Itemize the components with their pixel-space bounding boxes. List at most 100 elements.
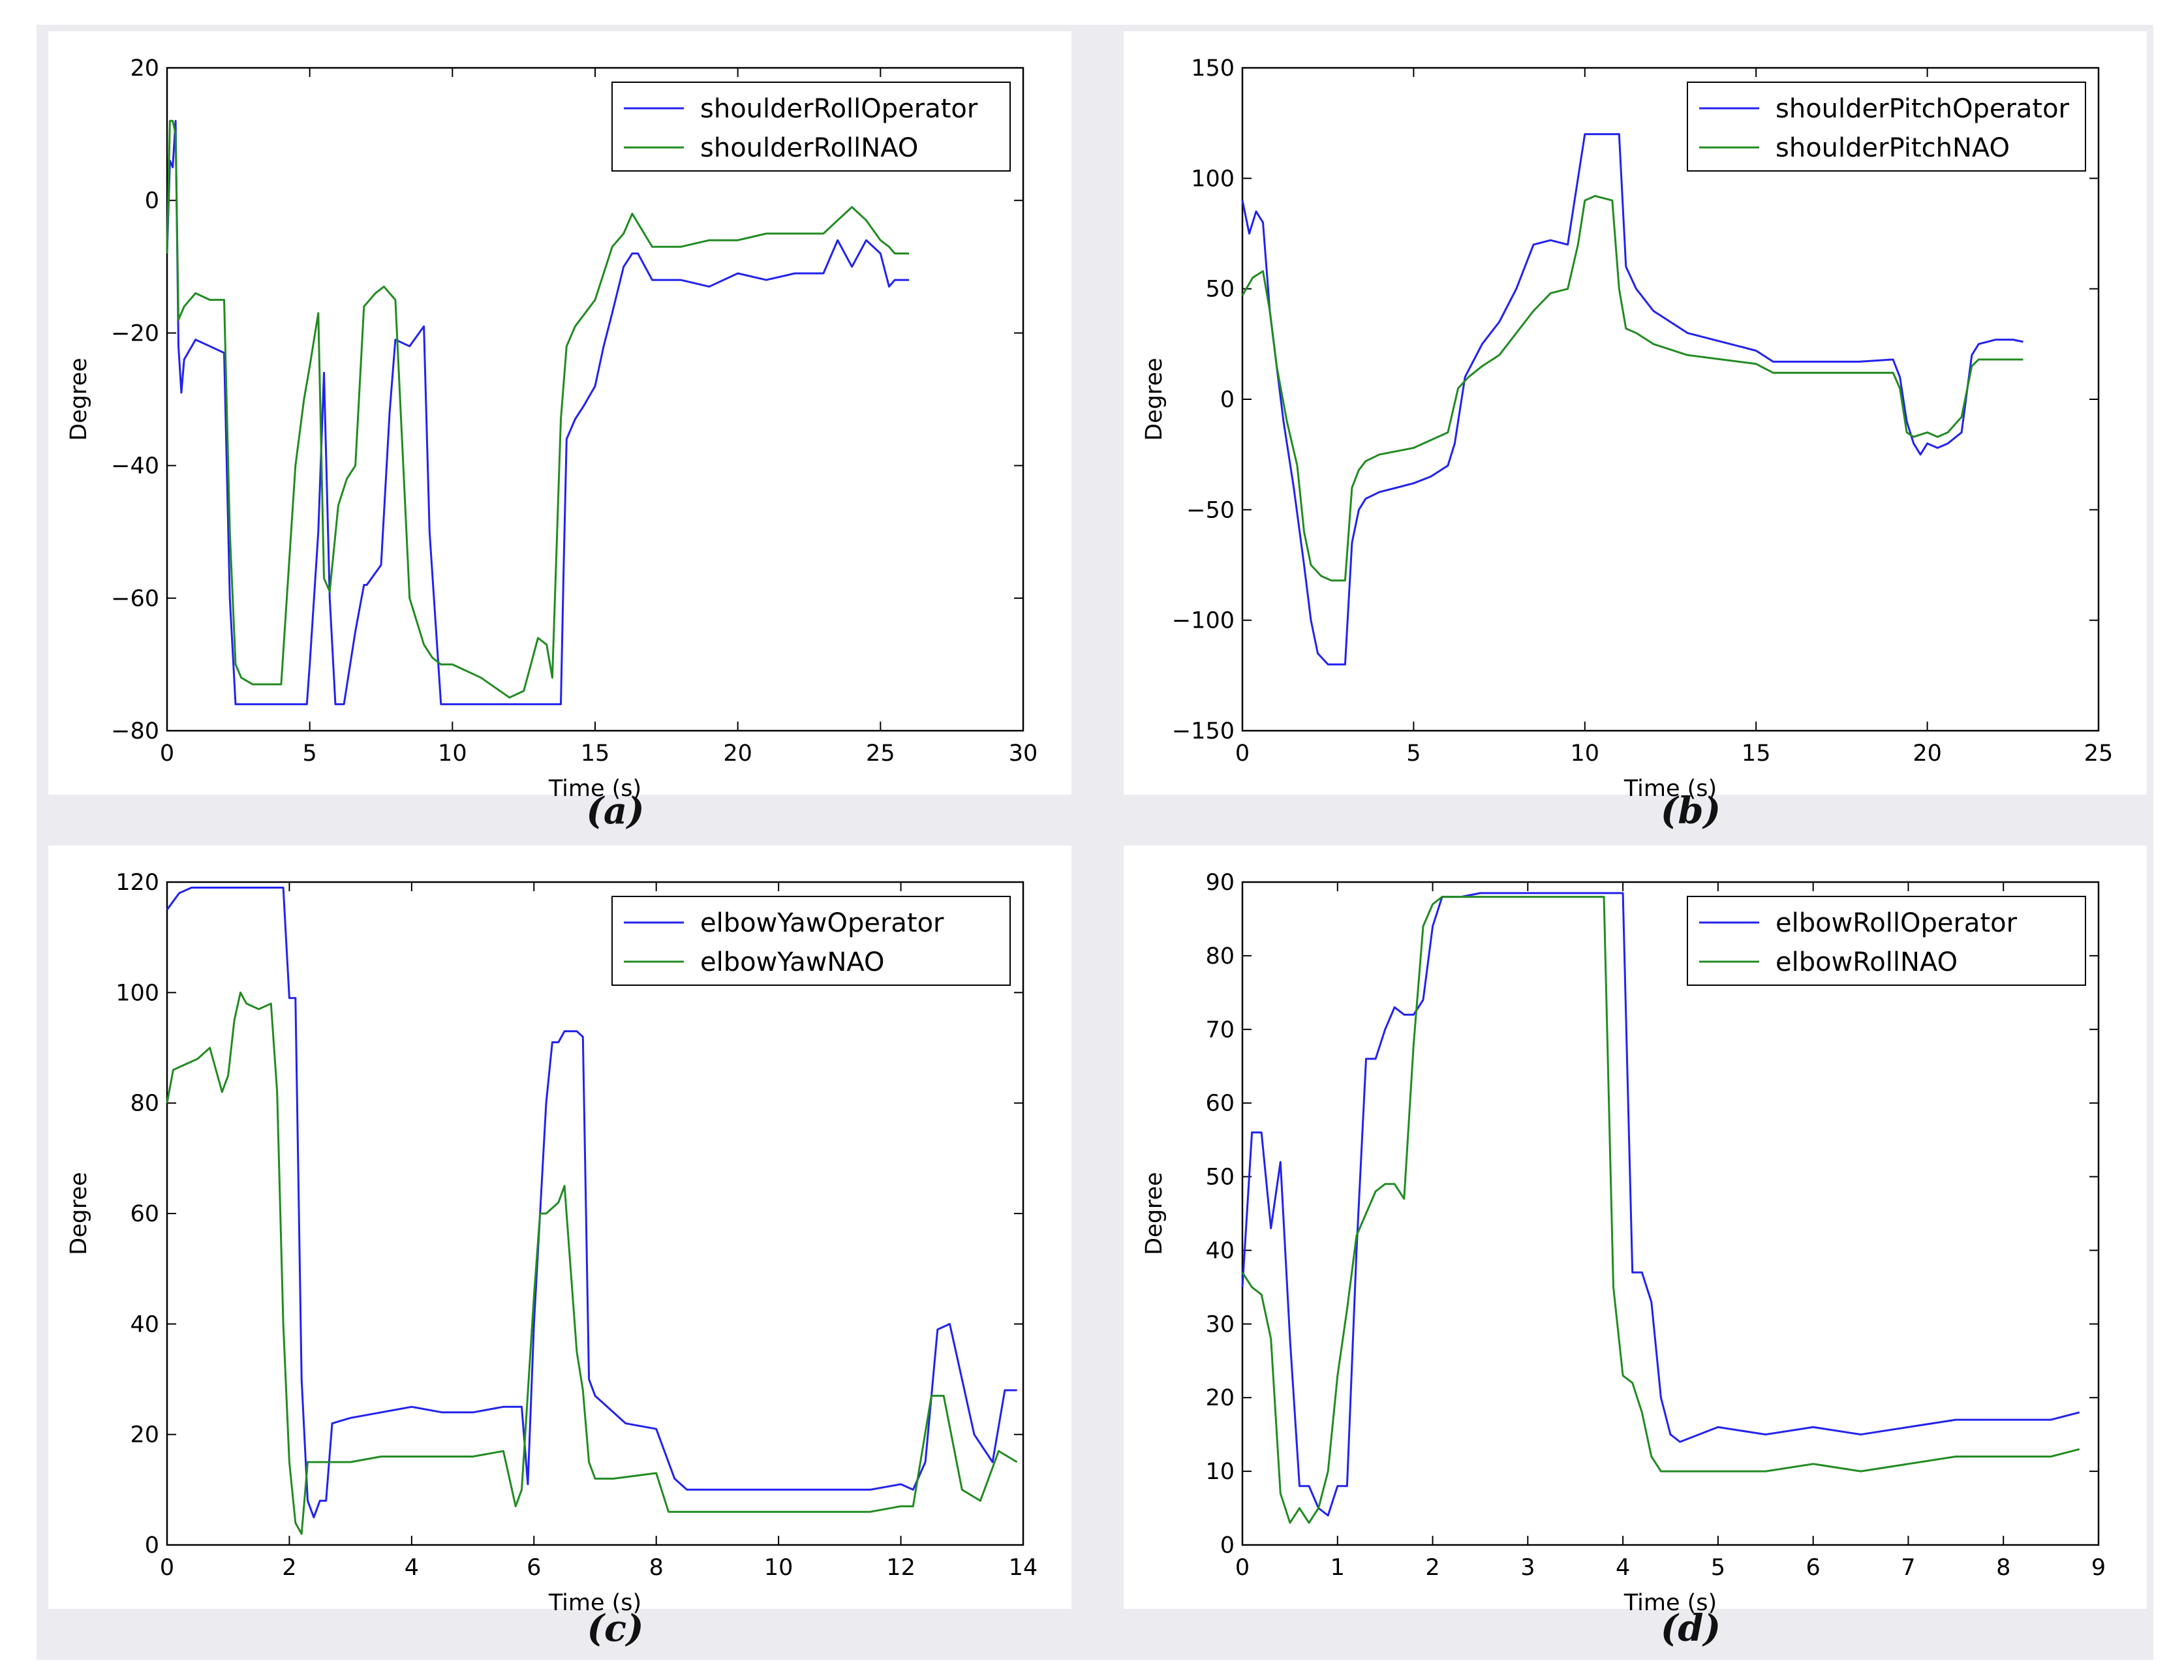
x-tick-label: 6 (1806, 1555, 1821, 1581)
panel-a: 0 5 10 15 20 25 30 20 0 −20 −40 −60 −80 Time (s) Degre… (48, 31, 1071, 802)
x-tick-label: 1 (1330, 1555, 1345, 1581)
y-tick-label: −150 (1172, 718, 1235, 744)
x-tick-label: 14 (1009, 1555, 1038, 1581)
legend-label: shoulderPitchOperator (1776, 94, 2070, 124)
legend-box (1687, 82, 2086, 172)
y-tick-label: 20 (1205, 1385, 1235, 1411)
y-tick-label: 0 (1220, 387, 1235, 413)
figure-background: 0 5 10 15 20 25 30 20 0 −20 −40 −60 −80 Time (s) Degre… (37, 25, 2153, 1660)
y-tick-label: 60 (130, 1201, 159, 1227)
x-tick-label: 5 (1711, 1555, 1725, 1581)
y-tick-label: 50 (1205, 277, 1235, 303)
legend-label: elbowRollNAO (1776, 947, 1958, 977)
y-axis-label: Degree (1141, 358, 1167, 440)
y-tick-label: 150 (1191, 55, 1235, 82)
chart-c: 0 2 4 6 8 10 12 14 120 100 80 60 40 20 0 Time (s) Degree… (66, 870, 1038, 1616)
y-tick-label: 100 (1191, 166, 1235, 192)
y-tick-label: 80 (130, 1091, 159, 1117)
y-tick-label: −100 (1172, 608, 1235, 634)
chart-a: 0 5 10 15 20 25 30 20 0 −20 −40 −60 −80 Time (s) Degre… (66, 55, 1038, 802)
x-tick-label: 7 (1901, 1555, 1915, 1581)
series-line-shoulderPitchNAO (1241, 194, 2023, 582)
y-tick-label: −20 (111, 320, 159, 346)
x-axis-label: Time (s) (1623, 776, 1717, 802)
caption-a: (a) (586, 789, 645, 832)
y-tick-label: 50 (1205, 1165, 1235, 1191)
x-tick-label: 0 (160, 1555, 174, 1581)
chart-d: 0 1 2 3 4 5 6 7 8 9 90 80 70 60 50 40 30 20 10 0 Time (s) Deg… (1141, 870, 2106, 1616)
series-line-elbowRollNAO (1241, 896, 2080, 1524)
x-tick-label: 2 (1425, 1555, 1439, 1581)
x-tick-label: 10 (1571, 741, 1600, 767)
panel-b: 0 5 10 15 20 25 150 100 50 0 −50 −100 −150 Time (s) De… (1124, 31, 2147, 802)
x-tick-label: 25 (2084, 741, 2114, 767)
y-tick-label: −50 (1186, 497, 1235, 523)
legend-box (1687, 896, 2086, 986)
x-tick-label: 5 (1406, 741, 1421, 767)
y-tick-label: −60 (111, 586, 159, 612)
y-tick-label: 10 (1205, 1459, 1235, 1485)
legend-label: shoulderRollOperator (700, 94, 978, 124)
y-tick-label: −80 (111, 718, 159, 744)
legend-label: elbowYawNAO (700, 947, 885, 977)
series-line-shoulderPitchOperator (1241, 133, 2023, 665)
x-tick-label: 25 (866, 741, 895, 767)
y-tick-label: 80 (1205, 943, 1235, 970)
x-tick-label: 20 (1913, 741, 1942, 767)
caption-c: (c) (587, 1607, 644, 1650)
x-axis-label: Time (s) (548, 1590, 641, 1616)
x-tick-label: 4 (405, 1555, 419, 1581)
x-axis-label: Time (s) (1623, 1590, 1717, 1616)
y-tick-label: −40 (111, 453, 159, 480)
x-tick-label: 15 (581, 741, 610, 767)
legend-label: elbowRollOperator (1776, 908, 2018, 938)
legend-box (611, 82, 1011, 172)
caption-b: (b) (1660, 789, 1721, 832)
legend-label: shoulderPitchNAO (1776, 133, 2010, 163)
y-axis-label: Degree (66, 1172, 92, 1255)
panel-c: 0 2 4 6 8 10 12 14 120 100 80 60 40 20 0 Time (s) Degree… (48, 846, 1071, 1616)
x-tick-label: 6 (527, 1555, 541, 1581)
y-tick-label: 20 (130, 55, 159, 82)
y-tick-label: 90 (1205, 870, 1235, 896)
x-tick-label: 8 (1996, 1555, 2010, 1581)
y-tick-label: 70 (1205, 1017, 1235, 1043)
series-line-shoulderRollOperator (166, 119, 910, 705)
x-tick-label: 0 (1235, 1555, 1250, 1581)
y-tick-label: 30 (1205, 1311, 1235, 1337)
plot-frame (1241, 67, 2100, 732)
x-tick-label: 10 (764, 1555, 793, 1581)
x-tick-label: 12 (886, 1555, 915, 1581)
y-axis-label: Degree (66, 358, 92, 440)
legend-label: shoulderRollNAO (700, 133, 918, 163)
y-tick-label: 0 (145, 1533, 159, 1559)
legend-box (611, 896, 1011, 986)
x-tick-label: 3 (1520, 1555, 1535, 1581)
legend-label: elbowYawOperator (700, 908, 944, 938)
y-tick-label: 20 (130, 1422, 159, 1448)
series-line-shoulderRollNAO (166, 119, 910, 699)
y-tick-label: 0 (145, 188, 159, 214)
x-tick-label: 0 (1235, 741, 1250, 767)
x-tick-label: 2 (282, 1555, 296, 1581)
x-tick-label: 4 (1616, 1555, 1630, 1581)
series-line-elbowYawNAO (166, 991, 1018, 1535)
y-tick-label: 60 (1205, 1091, 1235, 1117)
y-tick-label: 120 (115, 870, 159, 896)
x-tick-label: 8 (649, 1555, 664, 1581)
plot-frame (166, 67, 1024, 732)
y-tick-label: 40 (130, 1311, 159, 1337)
series-line-elbowYawOperator (166, 887, 1017, 1519)
chart-b: 0 5 10 15 20 25 150 100 50 0 −50 −100 −150 Time (s) De… (1141, 55, 2114, 802)
x-tick-label: 0 (160, 741, 174, 767)
x-tick-label: 5 (303, 741, 317, 767)
x-tick-label: 30 (1009, 741, 1038, 767)
y-axis-label: Degree (1141, 1172, 1167, 1255)
x-tick-label: 20 (723, 741, 752, 767)
x-tick-label: 15 (1742, 741, 1771, 767)
plot-frame (166, 881, 1024, 1546)
x-axis-label: Time (s) (548, 776, 641, 802)
x-tick-label: 10 (438, 741, 467, 767)
y-tick-label: 100 (115, 980, 159, 1006)
panel-d: 0 1 2 3 4 5 6 7 8 9 90 80 70 60 50 40 30 20 10 0 Time (s) Deg… (1124, 846, 2147, 1616)
